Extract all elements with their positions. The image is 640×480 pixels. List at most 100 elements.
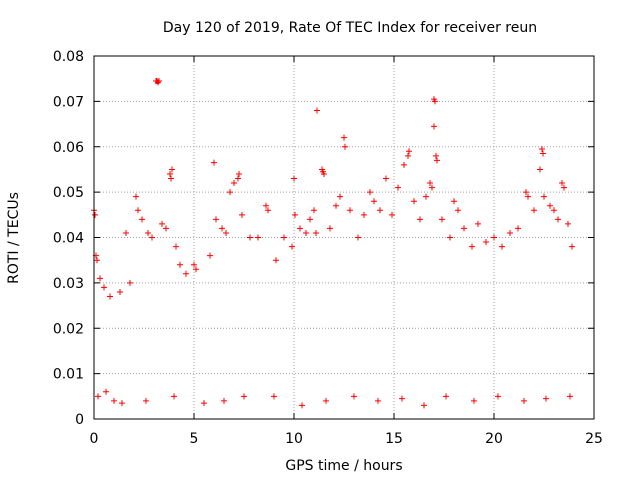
data-point (375, 397, 381, 404)
data-point (92, 211, 98, 218)
data-point (271, 393, 277, 400)
y-tick-label: 0.01 (53, 367, 84, 383)
data-point (475, 220, 481, 227)
data-point (281, 234, 287, 241)
data-point (314, 107, 320, 114)
data-point (371, 198, 377, 205)
data-point (111, 397, 117, 404)
data-point (213, 216, 219, 223)
data-point (239, 211, 245, 218)
data-point (405, 152, 411, 159)
y-axis-label: ROTI / TECUs (6, 192, 22, 284)
data-point (347, 207, 353, 214)
data-point (455, 207, 461, 214)
data-point (307, 216, 313, 223)
data-point (539, 146, 545, 153)
data-point (399, 395, 405, 402)
data-point (163, 225, 169, 232)
y-tick-label: 0.06 (53, 140, 84, 156)
data-point (247, 234, 253, 241)
data-point (133, 193, 139, 200)
y-tick-label: 0.08 (53, 49, 84, 65)
data-point (401, 161, 407, 168)
data-point (193, 266, 199, 273)
data-point (227, 189, 233, 196)
data-point (499, 243, 505, 250)
data-point (367, 189, 373, 196)
y-tick-label: 0.02 (53, 321, 84, 337)
y-tick-label: 0.03 (53, 276, 84, 292)
data-point (291, 175, 297, 182)
data-point (201, 400, 207, 407)
data-point (107, 293, 113, 300)
data-point (523, 189, 529, 196)
x-tick-label: 15 (385, 431, 403, 447)
data-point (423, 193, 429, 200)
data-point (333, 202, 339, 209)
data-point (255, 234, 261, 241)
data-point (313, 229, 319, 236)
data-point (97, 275, 103, 282)
data-point (149, 234, 155, 241)
data-point (169, 166, 175, 173)
data-point (156, 77, 162, 84)
data-point (207, 252, 213, 259)
x-tick-label: 25 (585, 431, 603, 447)
data-point (342, 143, 348, 150)
data-point (127, 279, 133, 286)
x-axis-ticks: 0 5 10 15 20 25 (90, 56, 603, 447)
data-point (525, 193, 531, 200)
data-point (311, 207, 317, 214)
data-point (303, 229, 309, 236)
data-point (434, 157, 440, 164)
x-tick-label: 5 (190, 431, 199, 447)
data-point (421, 402, 427, 409)
data-point (559, 180, 565, 187)
data-point (483, 239, 489, 246)
data-point (429, 184, 435, 191)
data-point (101, 284, 107, 291)
y-tick-label: 0.04 (53, 231, 84, 247)
data-point (223, 229, 229, 236)
data-point (177, 261, 183, 268)
data-point (236, 170, 242, 177)
data-point (541, 193, 547, 200)
data-point (432, 98, 438, 105)
data-point (567, 393, 573, 400)
data-point (145, 229, 151, 236)
data-point (289, 243, 295, 250)
data-point (417, 216, 423, 223)
data-point (355, 234, 361, 241)
x-tick-label: 0 (90, 431, 99, 447)
chart-title: Day 120 of 2019, Rate Of TEC Index for r… (163, 20, 537, 36)
y-tick-label: 0.07 (53, 94, 84, 110)
x-axis-label: GPS time / hours (285, 458, 402, 474)
data-point (431, 123, 437, 130)
data-point (389, 211, 395, 218)
data-point (351, 393, 357, 400)
data-point (411, 198, 417, 205)
data-point (221, 397, 227, 404)
data-point (540, 150, 546, 157)
data-point (395, 184, 401, 191)
grid-lines (94, 56, 594, 419)
data-point (531, 207, 537, 214)
data-point (219, 225, 225, 232)
data-point (95, 393, 101, 400)
data-point (263, 202, 269, 209)
data-point (265, 207, 271, 214)
data-point (447, 234, 453, 241)
data-point (191, 261, 197, 268)
data-point (235, 175, 241, 182)
data-point (273, 257, 279, 264)
data-points (91, 77, 575, 409)
data-point (241, 393, 247, 400)
data-point (341, 134, 347, 141)
data-point (323, 397, 329, 404)
data-point (183, 270, 189, 277)
data-point (119, 400, 125, 407)
data-point (159, 220, 165, 227)
data-point (451, 198, 457, 205)
data-point (135, 207, 141, 214)
data-point (547, 202, 553, 209)
